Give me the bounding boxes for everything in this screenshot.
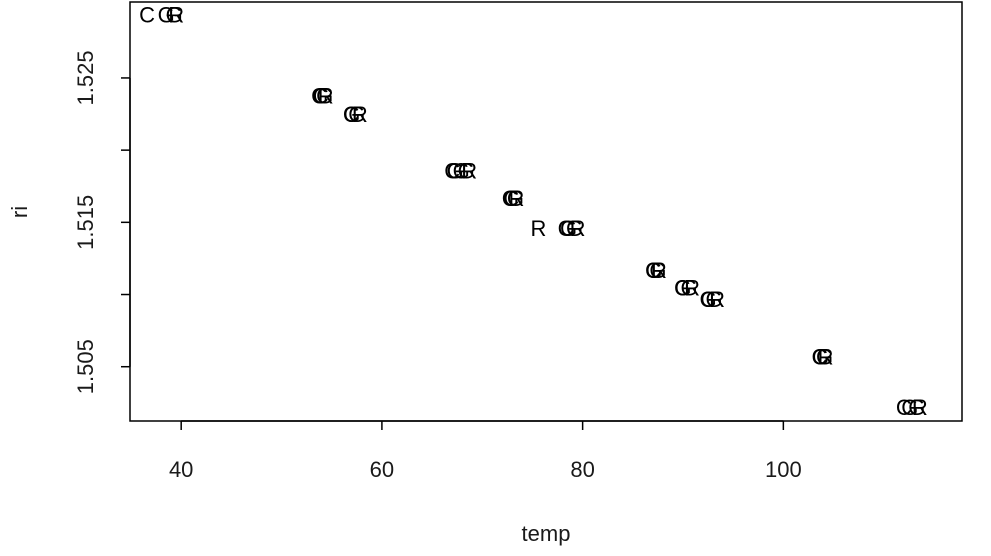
point-G: G xyxy=(908,395,925,420)
point-R: R xyxy=(818,345,834,370)
point-G: G xyxy=(507,186,524,211)
point-C: C xyxy=(674,275,690,300)
point-C: C xyxy=(139,2,155,27)
x-tick-label: 60 xyxy=(370,457,394,482)
y-tick-label: 1.525 xyxy=(73,50,98,105)
point-G: G xyxy=(680,275,697,300)
x-axis-title: temp xyxy=(522,521,571,546)
point-C: C xyxy=(343,102,359,127)
point-G: G xyxy=(316,83,333,108)
x-tick-label: 80 xyxy=(570,457,594,482)
point-G: G xyxy=(566,216,583,241)
point-R: R xyxy=(461,158,477,183)
point-G: G xyxy=(645,258,662,283)
point-G: G xyxy=(901,395,918,420)
x-tick-label: 40 xyxy=(169,457,193,482)
point-G: G xyxy=(700,287,717,312)
point-R: R xyxy=(709,287,725,312)
point-R: R xyxy=(570,216,586,241)
point-R: R xyxy=(684,275,700,300)
point-R: R xyxy=(912,395,928,420)
point-G: G xyxy=(158,2,175,27)
point-G: G xyxy=(674,275,691,300)
point-C: C xyxy=(812,345,828,370)
y-tick-label: 1.515 xyxy=(73,195,98,250)
point-R: R xyxy=(531,216,547,241)
point-R: R xyxy=(651,258,667,283)
point-R: R xyxy=(352,102,368,127)
point-G: G xyxy=(311,83,328,108)
x-tick-label: 100 xyxy=(765,457,802,482)
point-G: G xyxy=(348,102,365,127)
point-R: R xyxy=(168,2,184,27)
point-G: G xyxy=(502,186,519,211)
point-G: G xyxy=(706,287,723,312)
point-G: G xyxy=(649,258,666,283)
point-C: C xyxy=(503,186,519,211)
plot-frame xyxy=(129,1,963,422)
point-G: G xyxy=(816,345,833,370)
point-G: G xyxy=(343,102,360,127)
point-R: R xyxy=(318,83,334,108)
point-G: G xyxy=(447,158,464,183)
point-C: C xyxy=(313,83,329,108)
point-C: C xyxy=(558,216,574,241)
point-G: G xyxy=(560,216,577,241)
point-C: C xyxy=(896,395,912,420)
point-G: G xyxy=(812,345,829,370)
point-C: C xyxy=(645,258,661,283)
point-G: G xyxy=(166,2,183,27)
y-axis-title: ri xyxy=(7,206,32,218)
y-axis: 1.505 1.515 1.525 xyxy=(73,50,131,394)
y-tick-label: 1.505 xyxy=(73,339,98,394)
point-C: C xyxy=(444,158,460,183)
point-G: G xyxy=(458,158,475,183)
point-C: C xyxy=(700,287,716,312)
point-R: R xyxy=(508,186,524,211)
x-axis: 40 60 80 100 xyxy=(169,420,802,482)
point-G: G xyxy=(453,158,470,183)
